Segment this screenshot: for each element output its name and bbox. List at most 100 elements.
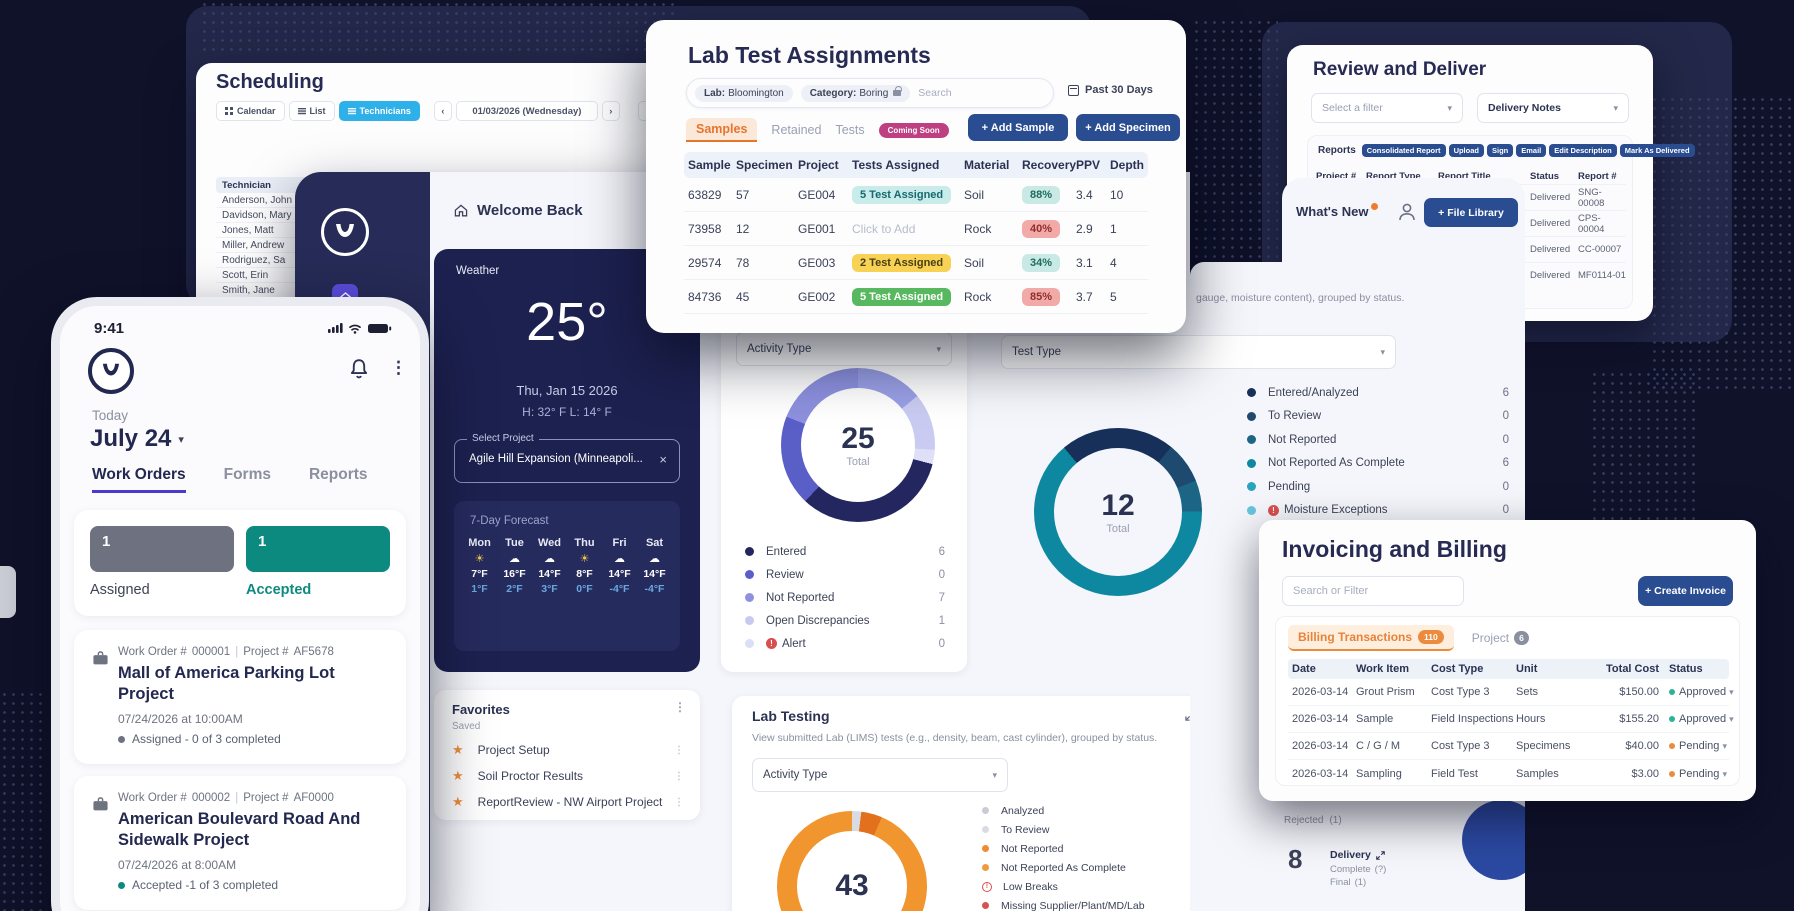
tests-assigned-badge[interactable]: 5 Test Assigned xyxy=(852,287,952,306)
tab-tests[interactable]: Tests xyxy=(835,123,865,137)
sample-row[interactable]: 63829 57 GE004 5 Test Assigned Soil 88% 3.4 10 xyxy=(684,178,1148,212)
view-list-button[interactable]: List xyxy=(288,101,335,121)
mark-delivered-button[interactable]: Mark As Delivered xyxy=(1619,144,1695,157)
activity-type-select[interactable]: Activity Type ▾ xyxy=(752,758,1008,792)
project-select[interactable]: Select Project Agile Hill Expansion (Min… xyxy=(454,433,680,483)
profile-icon[interactable] xyxy=(1395,200,1419,224)
date-display[interactable]: 01/03/2026 (Wednesday) xyxy=(455,101,598,121)
forecast-low: 2°F xyxy=(506,583,523,595)
lab-testing-title: Lab Testing xyxy=(752,708,830,724)
sun-icon: ☀ xyxy=(474,553,485,565)
assigned-tile[interactable]: 1 xyxy=(90,526,234,572)
test-type-select[interactable]: Test Type ▾ xyxy=(1001,335,1396,369)
legend-row: Entered/Analyzed 6 xyxy=(1247,381,1509,405)
click-to-add[interactable]: Click to Add xyxy=(852,221,916,236)
add-specimen-button[interactable]: + Add Specimen xyxy=(1076,114,1180,141)
add-sample-button[interactable]: + Add Sample xyxy=(968,114,1068,141)
forecast-day: Fri xyxy=(612,537,627,549)
halftone-dots xyxy=(1650,95,1794,395)
date-next-button[interactable]: › xyxy=(601,101,620,121)
create-invoice-button[interactable]: + Create Invoice xyxy=(1638,576,1733,606)
status-dot xyxy=(1669,716,1675,722)
calendar-icon xyxy=(1068,84,1079,96)
email-button[interactable]: Email xyxy=(1516,144,1547,157)
chevron-down-icon[interactable]: ▾ xyxy=(1722,741,1727,751)
app-logo xyxy=(321,208,369,256)
consolidated-report-button[interactable]: Consolidated Report xyxy=(1361,144,1446,157)
lab-test-assignments-modal: Lab Test Assignments Lab: Bloomington Cat… xyxy=(646,20,1186,333)
tab-work-orders[interactable]: Work Orders xyxy=(92,466,186,493)
chevron-down-icon[interactable]: ▾ xyxy=(1729,687,1734,697)
billing-count-badge: 110 xyxy=(1418,630,1444,644)
favorite-item[interactable]: ★ Soil Proctor Results ⋮ xyxy=(452,768,684,783)
sample-row[interactable]: 29574 78 GE003 2 Test Assigned Soil 34% 3.1 4 xyxy=(684,246,1148,280)
home-icon xyxy=(454,204,468,216)
list-icon xyxy=(297,108,306,115)
date-prev-button[interactable]: ‹ xyxy=(433,101,452,121)
activity-type-select[interactable]: Activity Type ▾ xyxy=(736,332,952,366)
tab-forms[interactable]: Forms xyxy=(223,466,271,483)
kebab-menu-icon[interactable]: ⋮ xyxy=(390,358,407,377)
legend-row: Not Reported 7 xyxy=(745,586,945,609)
sample-row[interactable]: 84736 45 GE002 5 Test Assigned Rock 85% 3.7 5 xyxy=(684,280,1148,314)
accepted-tile[interactable]: 1 xyxy=(246,526,390,572)
date-picker[interactable]: July 24 ▾ xyxy=(90,425,184,452)
star-icon: ★ xyxy=(452,794,464,809)
tests-assigned-badge[interactable]: 2 Test Assigned xyxy=(852,253,952,272)
view-technicians-button[interactable]: Technicians xyxy=(338,101,420,121)
cloud-icon: ☁ xyxy=(544,553,555,565)
upload-button[interactable]: Upload xyxy=(1448,144,1484,157)
final-fragment: Final (1) xyxy=(1330,877,1367,888)
weather-label: Weather xyxy=(456,265,500,277)
billing-row[interactable]: 2026-03-14 C / G / M Cost Type 3 Specimens $… xyxy=(1288,733,1729,760)
category-filter-chip[interactable]: Category: Boring xyxy=(800,84,911,102)
kebab-menu-icon[interactable]: ⋮ xyxy=(674,700,686,714)
edit-description-button[interactable]: Edit Description xyxy=(1549,144,1617,157)
sun-icon: ☀ xyxy=(579,553,590,565)
legend-dot xyxy=(1247,458,1256,468)
favorites-subtitle: Saved xyxy=(452,721,481,732)
tab-project[interactable]: Project 6 xyxy=(1472,631,1529,645)
delivery-notes-select[interactable]: Delivery Notes ▾ xyxy=(1477,93,1629,123)
date-range-filter[interactable]: Past 30 Days xyxy=(1068,84,1153,96)
work-order-card[interactable]: Work Order #000001 | Project # AF5678 Mall … xyxy=(74,630,406,764)
chevron-down-icon[interactable]: ▾ xyxy=(1729,714,1734,724)
favorite-item[interactable]: ★ ReportReview - NW Airport Project ⋮ xyxy=(452,794,684,809)
tab-retained[interactable]: Retained xyxy=(771,123,822,137)
halftone-dots xyxy=(1192,18,1278,262)
view-calendar-button[interactable]: Calendar xyxy=(216,101,285,121)
legend-row: Not Reported As Complete41 xyxy=(982,858,1204,877)
legend-dot xyxy=(1247,435,1256,445)
billing-row[interactable]: 2026-03-14 Sample Field Inspections Hours $1… xyxy=(1288,706,1734,733)
kebab-menu-icon[interactable]: ⋮ xyxy=(674,770,684,782)
tab-billing-transactions[interactable]: Billing Transactions 110 xyxy=(1288,625,1454,651)
filter-select[interactable]: Select a filter ▾ xyxy=(1311,93,1463,123)
star-icon: ★ xyxy=(452,768,464,783)
billing-row[interactable]: 2026-03-14 Grout Prism Cost Type 3 Sets $150… xyxy=(1288,679,1734,706)
clear-icon[interactable]: × xyxy=(659,452,667,467)
search-input[interactable]: Search xyxy=(918,87,952,99)
work-order-card[interactable]: Work Order #000002 | Project # AF0000 Ameri… xyxy=(74,776,406,910)
sign-button[interactable]: Sign xyxy=(1486,144,1514,157)
status-dot xyxy=(1669,689,1675,695)
battery-icon xyxy=(368,324,392,333)
tests-assigned-badge[interactable]: 5 Test Assigned xyxy=(852,185,952,204)
kebab-menu-icon[interactable]: ⋮ xyxy=(674,744,684,756)
chevron-down-icon[interactable]: ▾ xyxy=(1722,768,1727,779)
invoice-search-input[interactable]: Search or Filter xyxy=(1282,576,1464,606)
forecast-day: Tue xyxy=(505,537,524,549)
billing-row[interactable]: 2026-03-14 Sampling Field Test Samples $3.00… xyxy=(1292,767,1727,780)
kebab-menu-icon[interactable]: ⋮ xyxy=(674,796,684,808)
tab-samples[interactable]: Samples xyxy=(686,118,758,142)
file-library-button[interactable]: + File Library xyxy=(1424,198,1518,227)
legend-row: ! Moisture Exceptions 0 xyxy=(1247,499,1509,523)
whats-new[interactable]: What's New xyxy=(1296,203,1379,219)
sample-row[interactable]: 73958 12 GE001 Click to Add Rock 40% 2.9 1 xyxy=(684,212,1148,246)
tab-reports[interactable]: Reports xyxy=(308,466,368,483)
work-order-meta: Work Order #000002 | Project # AF0000 xyxy=(118,792,334,804)
cloud-icon: ☁ xyxy=(649,553,660,565)
lab-filter-chip[interactable]: Lab: Bloomington xyxy=(695,84,793,102)
invoicing-window: Invoicing and Billing Search or Filter +… xyxy=(1259,520,1756,801)
favorite-item[interactable]: ★ Project Setup ⋮ xyxy=(452,742,684,757)
notifications-bell-icon[interactable] xyxy=(348,358,370,382)
